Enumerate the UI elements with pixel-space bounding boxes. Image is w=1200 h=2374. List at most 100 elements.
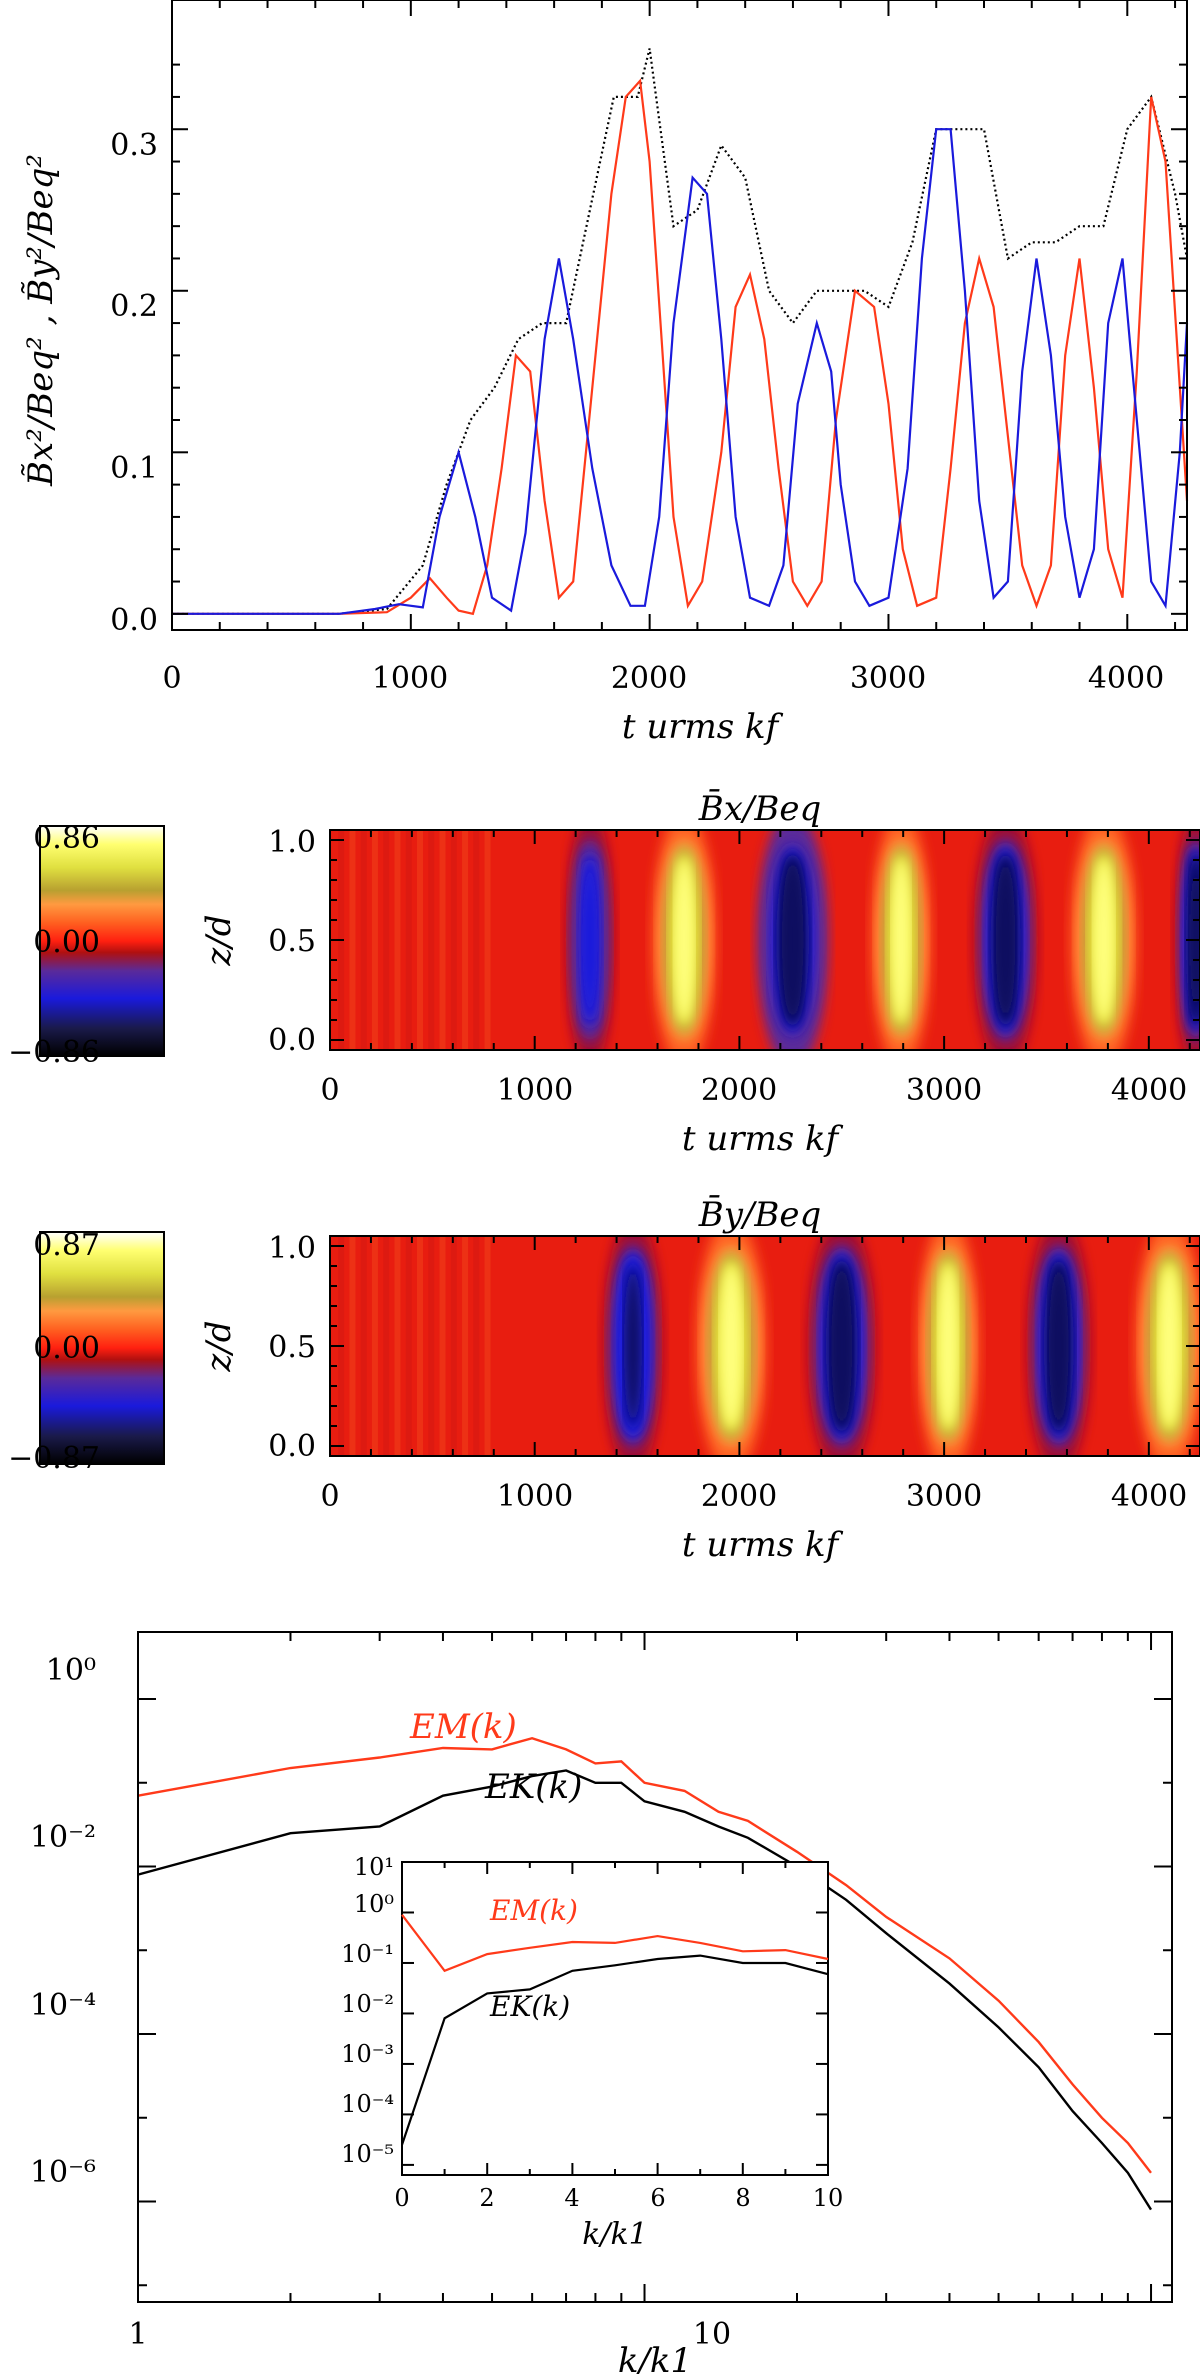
spec-ytick: 10⁻⁶ xyxy=(30,2155,96,2190)
p1-ytick: 0.0 xyxy=(110,603,158,638)
by-ytick: 1.0 xyxy=(268,1231,316,1266)
early-streak xyxy=(360,1236,367,1456)
by-colorbar-tick: −0.87 xyxy=(8,1441,100,1476)
by-xtick: 0 xyxy=(320,1479,339,1514)
inset-line-red xyxy=(401,1914,829,1973)
p1-xtick: 1000 xyxy=(372,661,448,696)
inset-xtick: 10 xyxy=(813,2184,844,2212)
series-line-blue xyxy=(172,128,1189,615)
by-xtick: 3000 xyxy=(906,1479,982,1514)
early-streak xyxy=(349,1236,356,1456)
bx-xlabel: t urms kf xyxy=(682,1119,844,1159)
spec-ek-label: EK(k) xyxy=(484,1767,582,1807)
p1-xtick: 2000 xyxy=(611,661,687,696)
spectrum-frame xyxy=(137,1631,1173,2303)
by-colorbar-tick: 0.00 xyxy=(33,1331,100,1366)
bx-ytick: 0.5 xyxy=(268,924,316,959)
bx-colorbar-tick: 0.86 xyxy=(33,821,100,856)
inset-xtick: 2 xyxy=(479,2184,494,2212)
early-streak xyxy=(371,830,378,1050)
by-ylabel: z/d xyxy=(199,1320,239,1372)
spectrum-panel: 1 10 10⁰ 10⁻² 10⁻⁴ 10⁻⁶ k/k1 EM(k) EK(k)… xyxy=(30,1631,1173,2374)
p1-xtick: 3000 xyxy=(850,661,926,696)
by-xtick: 4000 xyxy=(1111,1479,1187,1514)
inset-ytick: 10⁻² xyxy=(341,1990,394,2018)
heatmap-blob xyxy=(623,1265,642,1427)
inset-ytick: 10⁻⁵ xyxy=(341,2140,394,2168)
inset-ytick: 10¹ xyxy=(354,1853,394,1881)
inset-ytick: 10⁻¹ xyxy=(341,1940,394,1968)
timeseries-panel: 0 1000 2000 3000 4000 0.0 0.1 0.2 0.3 t … xyxy=(21,0,1189,747)
heatmap-blob xyxy=(1093,859,1114,1021)
p1-ylabel: B̃x²/Beq² , B̃y²/Beq² xyxy=(21,154,61,487)
spec-ytick: 10⁻² xyxy=(30,1820,96,1855)
bx-ylabel: z/d xyxy=(199,914,239,966)
bx-xtick: 0 xyxy=(320,1073,339,1108)
bx-xtick: 1000 xyxy=(497,1073,573,1108)
early-streak xyxy=(417,1236,423,1456)
early-streak xyxy=(428,1236,435,1456)
bx-xtick: 2000 xyxy=(701,1073,777,1108)
inset-ytick: 10⁻³ xyxy=(341,2040,394,2068)
by-ytick: 0.0 xyxy=(268,1429,316,1464)
early-streak xyxy=(405,830,412,1050)
by-xtick: 1000 xyxy=(497,1479,573,1514)
heatmap-blob xyxy=(582,859,598,1021)
by-colorbar-tick: 0.87 xyxy=(33,1228,100,1263)
inset-em-label: EM(k) xyxy=(489,1894,578,1927)
inset-ytick: 10⁻⁴ xyxy=(341,2090,394,2118)
early-streak xyxy=(450,830,457,1050)
p1-ytick: 0.1 xyxy=(110,451,158,486)
early-streak xyxy=(394,830,401,1050)
early-streak xyxy=(405,1236,412,1456)
early-streak xyxy=(462,1236,469,1456)
p1-xtick: 0 xyxy=(162,661,181,696)
early-streak xyxy=(349,830,356,1050)
early-streak xyxy=(439,830,446,1050)
heatmap-blob xyxy=(1158,1265,1180,1427)
spectrum-line-black xyxy=(137,1769,1153,2211)
early-streak xyxy=(473,1236,480,1456)
heatmap-blob xyxy=(892,859,911,1021)
by-title: B̄y/Beq xyxy=(698,1194,822,1235)
early-streak xyxy=(383,1236,390,1456)
early-streak xyxy=(394,1236,401,1456)
heatmap-blob xyxy=(720,1265,742,1427)
by-heatmap-panel: 0.87 0.00 −0.87 0 1000 2000 3000 4000 0.… xyxy=(8,1194,1200,1565)
p1-ytick: 0.3 xyxy=(110,128,158,163)
heatmap-blob xyxy=(831,1265,853,1427)
inset-xtick: 8 xyxy=(735,2184,750,2212)
inset-xlabel: k/k1 xyxy=(582,2217,648,2252)
heatmap-blob xyxy=(1049,1265,1069,1427)
by-xtick: 2000 xyxy=(701,1479,777,1514)
bx-colorbar-tick: −0.86 xyxy=(8,1035,100,1070)
by-colorbar xyxy=(39,1231,165,1465)
inset-ytick: 10⁰ xyxy=(354,1890,394,1918)
early-streak xyxy=(371,1236,378,1456)
timeseries-frame xyxy=(171,0,1188,631)
by-xlabel: t urms kf xyxy=(682,1525,844,1565)
spec-xtick: 10 xyxy=(693,2317,731,2352)
inset-xtick: 6 xyxy=(650,2184,665,2212)
early-streak xyxy=(473,830,480,1050)
p1-xtick: 4000 xyxy=(1088,661,1164,696)
spectrum-line-red xyxy=(137,1736,1152,2174)
early-streak xyxy=(450,1236,457,1456)
bx-colorbar xyxy=(39,825,165,1057)
early-streak xyxy=(417,830,423,1050)
early-streak xyxy=(462,830,469,1050)
inset-frame xyxy=(401,1861,829,2176)
bx-ytick: 0.0 xyxy=(268,1023,316,1058)
bx-title: B̄x/Beq xyxy=(698,788,822,829)
spec-ytick: 10⁻⁴ xyxy=(30,1988,96,2023)
heatmap-blob xyxy=(674,859,694,1021)
series-line-black xyxy=(172,48,1189,615)
early-streak xyxy=(383,830,390,1050)
spec-xtick: 1 xyxy=(128,2317,147,2352)
series-line-red xyxy=(172,78,1189,616)
inset-xtick: 4 xyxy=(564,2184,579,2212)
early-streak xyxy=(360,830,367,1050)
early-streak xyxy=(484,1236,491,1456)
spec-em-label: EM(k) xyxy=(409,1707,517,1747)
spec-xlabel: k/k1 xyxy=(618,2341,692,2374)
